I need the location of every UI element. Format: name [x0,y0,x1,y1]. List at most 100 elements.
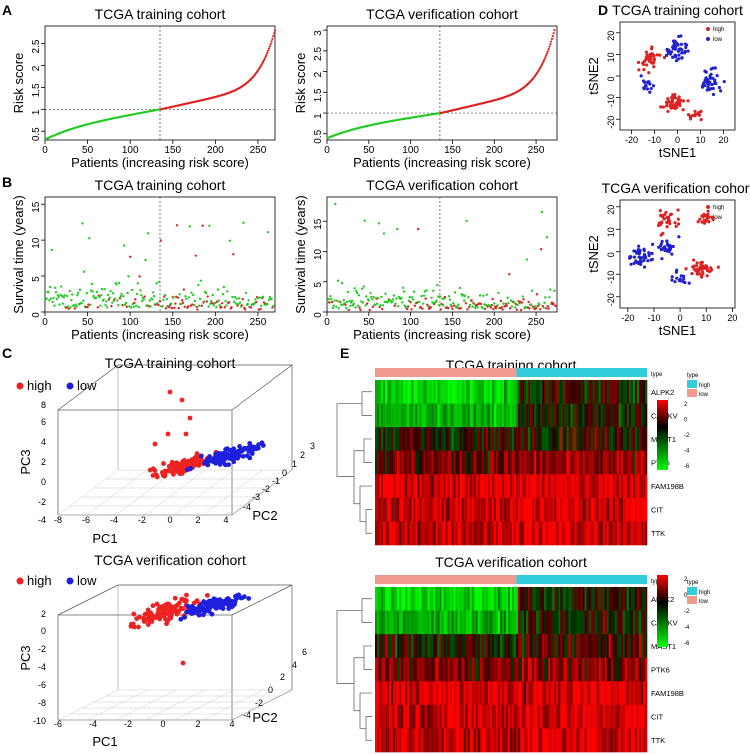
heatmap-cell [608,587,612,611]
heatmap-cell [409,728,412,753]
survival-point-alive [467,296,470,299]
heatmap-cell [592,657,595,682]
heatmap-cell [606,587,610,611]
heatmap-cell [427,521,430,546]
heatmap-cell [483,634,487,659]
survival-point-dead [96,306,100,309]
survival-point-alive [50,248,54,252]
heatmap-cell [395,380,398,404]
heatmap-cell [526,403,529,428]
heatmap-cell [600,427,603,452]
tsne-point-high [645,53,649,57]
survival-point-alive [402,290,406,293]
heatmap-cell [594,521,597,546]
heatmap-cell [598,681,601,706]
heatmap-cell [401,403,404,428]
heatmap-cell [481,403,485,428]
survival-point-dead [439,308,442,311]
heatmap-cell [538,427,541,452]
heatmap-cell [590,474,593,499]
heatmap-cell [505,610,509,635]
heatmap-cell [572,474,575,499]
heatmap-cell [477,587,481,611]
tsne-point-high [706,209,710,213]
survival-point-dead [368,308,371,312]
y-axis-label: Risk score [293,53,308,114]
heatmap-cell [642,610,646,635]
heatmap-cell [463,587,466,611]
heatmap-cell [578,657,581,682]
heatmap-cell [385,380,388,404]
x-tick-label: 200 [207,145,224,156]
heatmap-cell [423,728,426,753]
survival-point-alive [155,282,158,285]
heatmap-cell [644,427,648,452]
tsne-point-low [679,47,683,51]
heatmap-cell [540,474,543,499]
heatmap-cell [552,634,555,659]
heatmap-cell [475,450,479,475]
tsne-point-low [629,262,633,266]
heatmap-cell [481,610,485,635]
survival-point-dead [344,303,347,306]
survival-point-dead [519,308,523,312]
heatmap-cell [423,587,426,611]
heatmap-cell [624,474,628,499]
survival-point-alive [448,298,452,302]
heatmap-cell [375,427,378,452]
heatmap-cell [570,497,573,522]
heatmap-cell [610,380,614,404]
heatmap-cell [638,380,642,404]
heatmap-cell [497,380,501,404]
heatmap-cell [618,474,622,499]
tsne-point-high [716,265,720,269]
tsne-point-high [700,275,704,279]
heatmap-cell [564,704,567,729]
heatmap-cell [495,634,499,659]
heatmap-cell [443,450,446,475]
heatmap-cell [602,610,605,635]
heatmap-cell [389,587,392,611]
heatmap-cell [509,403,513,428]
heatmap-cell [632,450,636,475]
x-tick-label: 250 [528,317,545,328]
survival-point-alive [102,298,105,301]
survival-point-dead [527,300,530,304]
heatmap-cell [630,474,634,499]
heatmap-cell [554,403,557,428]
heatmap-cell [395,657,398,682]
heatmap-cell [640,497,644,522]
survival-point-alive [436,283,439,287]
heatmap-cell [425,704,428,729]
heatmap-cell [375,728,378,753]
heatmap-cell [606,497,610,522]
survival-point-alive [140,299,144,303]
survival-point-dead [499,299,503,303]
pca-point-high [136,624,141,630]
heatmap-cell [447,521,450,546]
heatmap-cell [421,497,424,522]
heatmap-cell [602,427,605,452]
pca-point-high [165,612,171,617]
heatmap-cell [570,403,573,428]
tsne-point-high [709,269,713,273]
heatmap-cell [530,587,533,611]
heatmap-cell [393,403,396,428]
heatmap-cell [564,634,567,659]
heatmap-cell [578,610,581,635]
heatmap-cell [397,380,400,404]
survival-point-alive [327,297,330,301]
heatmap-cell [608,634,612,659]
heatmap-cell [501,474,505,499]
heatmap-cell [570,728,573,753]
survival-point-alive [70,298,73,302]
heatmap-cell [548,681,551,706]
survival-point-alive [357,294,360,297]
tsne-point-high [705,268,710,273]
heatmap-cell [594,497,597,522]
y-tick-label: 5 [313,282,324,288]
survival-point-alive [334,202,337,206]
heatmap-cell [608,427,612,452]
heatmap-cell [614,403,618,428]
heatmap-cell [453,657,456,682]
